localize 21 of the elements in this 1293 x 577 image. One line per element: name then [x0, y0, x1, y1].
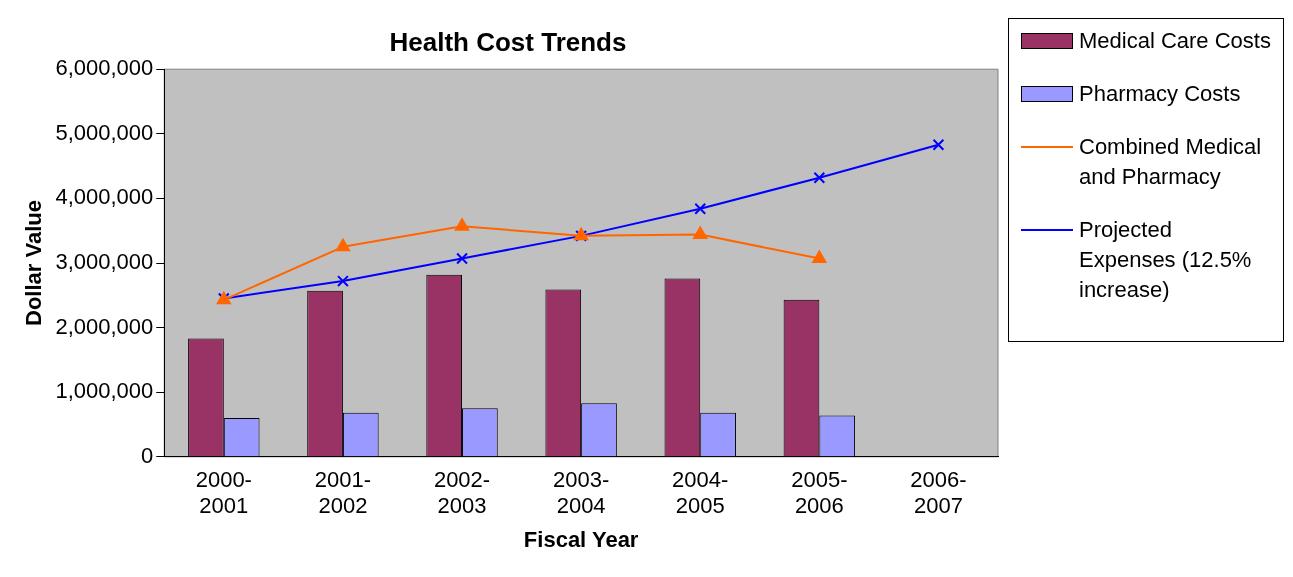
- x-tick-label: 2002-2003: [433, 467, 491, 519]
- legend-label: Combined Medical and Pharmacy: [1079, 133, 1263, 191]
- legend-label: Pharmacy Costs: [1079, 80, 1241, 108]
- x-tick-label: 2006-2007: [910, 467, 967, 519]
- x-tick-label: 2004-2005: [672, 467, 729, 519]
- y-tick-label: 3,000,000: [55, 249, 154, 275]
- y-tick-label: 5,000,000: [55, 119, 154, 145]
- x-tick-label: 2005-2006: [791, 467, 848, 519]
- x-axis-title: Fiscal Year: [523, 526, 639, 552]
- y-tick-label: 2,000,000: [55, 313, 154, 339]
- x-tick-label: 2000-2001: [195, 467, 252, 519]
- legend-label: Medical Care Costs: [1079, 27, 1271, 55]
- y-tick-label: 0: [141, 442, 154, 468]
- x-tick-label: 2003-2004: [553, 467, 610, 519]
- y-tick-label: 1,000,000: [55, 378, 154, 404]
- chart-title: Health Cost Trends: [389, 26, 627, 57]
- legend-label: Projected Expenses (12.5% increase): [1079, 216, 1253, 304]
- y-tick-label: 4,000,000: [55, 184, 154, 210]
- y-axis-title: Dollar Value: [21, 200, 47, 326]
- x-tick-label: 2001-2002: [314, 467, 372, 519]
- y-tick-label: 6,000,000: [55, 55, 154, 81]
